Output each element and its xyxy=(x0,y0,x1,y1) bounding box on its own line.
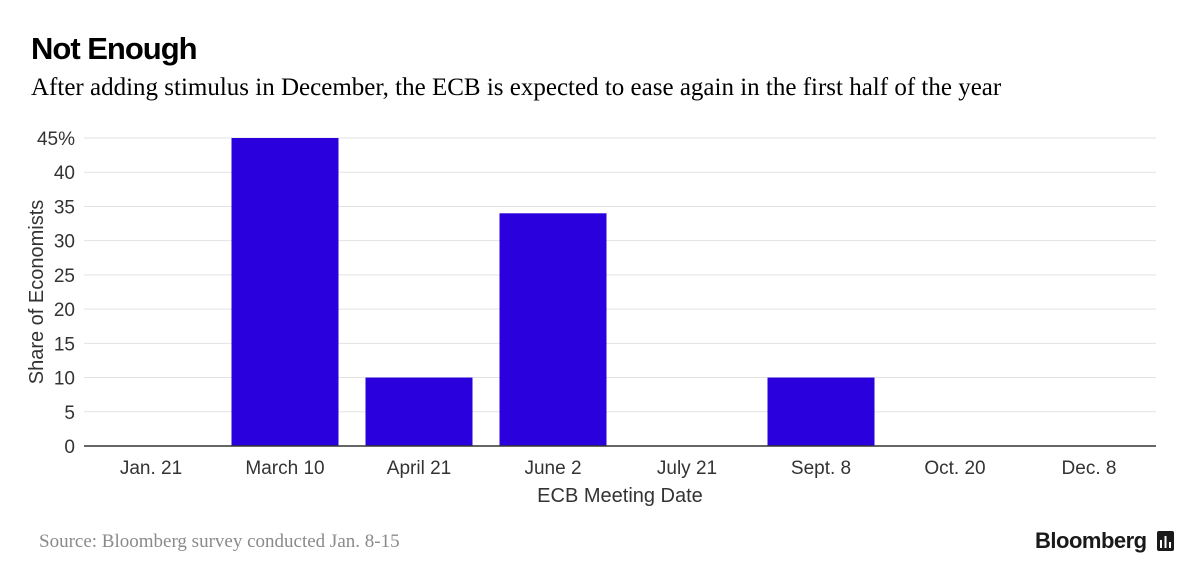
y-tick-label: 20 xyxy=(54,300,75,321)
source-note: Source: Bloomberg survey conducted Jan. … xyxy=(39,531,400,552)
y-axis-label: Share of Economists xyxy=(26,200,48,385)
y-tick-label: 40 xyxy=(54,163,75,184)
bloomberg-logo: Bloomberg xyxy=(1035,528,1147,553)
chart-title: Not Enough xyxy=(31,31,198,66)
x-tick-label: Sept. 8 xyxy=(791,458,851,479)
y-tick-label: 35 xyxy=(54,197,75,218)
y-tick-label: 15 xyxy=(54,334,75,355)
y-tick-label: 0 xyxy=(64,437,75,458)
x-tick-label: April 21 xyxy=(387,458,451,479)
x-tick-label: Dec. 8 xyxy=(1062,458,1117,479)
x-tick-label: Jan. 21 xyxy=(120,458,182,479)
bar xyxy=(231,138,339,446)
x-axis-ticks: Jan. 21 March 10 April 21 June 2 July 21 Sept… xyxy=(120,458,1117,479)
x-tick-label: June 2 xyxy=(524,458,581,479)
y-tick-label: 30 xyxy=(54,232,75,253)
bloomberg-terminal-icon xyxy=(1157,531,1174,551)
y-tick-label: 25 xyxy=(54,266,75,287)
y-axis-ticks: 0 5 10 15 20 25 30 35 40 45% xyxy=(37,129,75,458)
bar xyxy=(365,377,473,446)
x-tick-label: March 10 xyxy=(245,458,324,479)
x-tick-label: Oct. 20 xyxy=(924,458,985,479)
x-axis-label: ECB Meeting Date xyxy=(537,485,703,507)
chart-subtitle: After adding stimulus in December, the E… xyxy=(31,74,1002,101)
y-tick-label: 45% xyxy=(37,129,75,150)
bar xyxy=(767,377,875,446)
x-tick-label: July 21 xyxy=(657,458,717,479)
bar-chart: 0 5 10 15 20 25 30 35 40 45% Jan. 21 March 10 April… xyxy=(26,129,1156,507)
bar xyxy=(499,213,607,446)
y-tick-label: 5 xyxy=(64,403,75,424)
bars xyxy=(231,138,875,446)
y-tick-label: 10 xyxy=(54,369,75,390)
